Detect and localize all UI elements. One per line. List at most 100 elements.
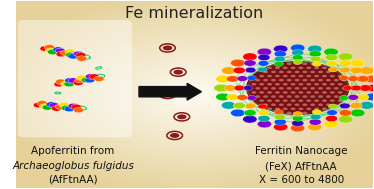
Circle shape xyxy=(318,103,323,106)
Circle shape xyxy=(318,71,323,73)
Circle shape xyxy=(275,83,280,86)
Circle shape xyxy=(68,78,79,83)
Circle shape xyxy=(267,67,272,69)
Circle shape xyxy=(251,83,256,86)
Circle shape xyxy=(271,103,276,106)
Circle shape xyxy=(94,76,104,81)
Circle shape xyxy=(271,95,276,98)
Circle shape xyxy=(298,108,303,110)
Circle shape xyxy=(339,76,349,81)
Circle shape xyxy=(302,79,307,81)
Circle shape xyxy=(61,105,71,111)
Circle shape xyxy=(314,99,319,102)
Circle shape xyxy=(76,75,87,81)
Circle shape xyxy=(283,108,288,110)
Circle shape xyxy=(286,87,292,90)
Circle shape xyxy=(310,63,315,65)
Circle shape xyxy=(298,83,303,86)
Circle shape xyxy=(298,67,303,69)
Circle shape xyxy=(47,49,58,55)
Circle shape xyxy=(65,52,76,58)
Circle shape xyxy=(40,46,50,51)
Circle shape xyxy=(263,71,268,73)
Circle shape xyxy=(255,87,260,90)
Circle shape xyxy=(350,67,362,74)
Circle shape xyxy=(283,67,288,69)
Circle shape xyxy=(271,71,276,73)
Circle shape xyxy=(231,59,245,67)
Circle shape xyxy=(251,91,256,94)
Circle shape xyxy=(302,71,307,73)
Circle shape xyxy=(348,76,359,81)
Circle shape xyxy=(259,75,264,77)
Circle shape xyxy=(257,48,272,56)
Circle shape xyxy=(275,91,280,94)
Circle shape xyxy=(322,91,327,94)
Circle shape xyxy=(271,87,276,90)
Circle shape xyxy=(294,87,300,90)
Circle shape xyxy=(322,108,327,110)
Circle shape xyxy=(52,106,62,111)
Text: Ferritin Nanocage: Ferritin Nanocage xyxy=(255,146,347,156)
Circle shape xyxy=(255,79,260,81)
Circle shape xyxy=(243,115,257,123)
Circle shape xyxy=(275,108,280,110)
Circle shape xyxy=(273,45,288,53)
Circle shape xyxy=(310,71,315,73)
Circle shape xyxy=(360,67,374,74)
Circle shape xyxy=(314,83,319,86)
Circle shape xyxy=(365,75,374,83)
Circle shape xyxy=(291,108,295,110)
Circle shape xyxy=(227,76,239,82)
Circle shape xyxy=(338,115,353,123)
Circle shape xyxy=(77,56,87,61)
Circle shape xyxy=(343,86,352,90)
Circle shape xyxy=(310,87,315,90)
Circle shape xyxy=(286,63,292,65)
Circle shape xyxy=(267,91,272,94)
Circle shape xyxy=(231,109,245,117)
Circle shape xyxy=(274,61,283,66)
Circle shape xyxy=(86,74,96,79)
Circle shape xyxy=(293,112,302,116)
Circle shape xyxy=(59,102,69,108)
Circle shape xyxy=(245,103,256,109)
Circle shape xyxy=(267,108,272,110)
Circle shape xyxy=(279,87,284,90)
Circle shape xyxy=(326,87,331,90)
Circle shape xyxy=(294,112,300,114)
Circle shape xyxy=(279,95,284,98)
Circle shape xyxy=(275,67,280,69)
Circle shape xyxy=(340,67,350,73)
Circle shape xyxy=(56,52,66,57)
Circle shape xyxy=(310,56,321,62)
Circle shape xyxy=(45,45,55,50)
Text: Fe mineralization: Fe mineralization xyxy=(125,6,263,21)
Circle shape xyxy=(339,60,352,66)
Circle shape xyxy=(309,51,321,57)
Circle shape xyxy=(302,87,307,90)
Circle shape xyxy=(258,110,269,115)
Circle shape xyxy=(308,123,322,131)
FancyArrow shape xyxy=(139,83,202,100)
Text: (AfFtnAA): (AfFtnAA) xyxy=(48,175,98,185)
Circle shape xyxy=(258,54,270,61)
Circle shape xyxy=(263,103,268,106)
Circle shape xyxy=(312,61,321,66)
Circle shape xyxy=(216,75,230,83)
Text: (FeX) AfFtnAA: (FeX) AfFtnAA xyxy=(266,161,337,171)
Circle shape xyxy=(291,91,295,94)
Circle shape xyxy=(306,91,311,94)
Circle shape xyxy=(55,48,65,53)
Circle shape xyxy=(326,103,331,106)
Circle shape xyxy=(338,83,343,86)
Circle shape xyxy=(338,91,343,94)
Circle shape xyxy=(367,84,374,92)
Circle shape xyxy=(294,103,300,106)
Circle shape xyxy=(325,115,337,122)
Circle shape xyxy=(75,77,85,83)
Circle shape xyxy=(338,99,343,102)
Circle shape xyxy=(327,110,337,115)
Circle shape xyxy=(330,99,335,102)
Circle shape xyxy=(244,60,256,66)
